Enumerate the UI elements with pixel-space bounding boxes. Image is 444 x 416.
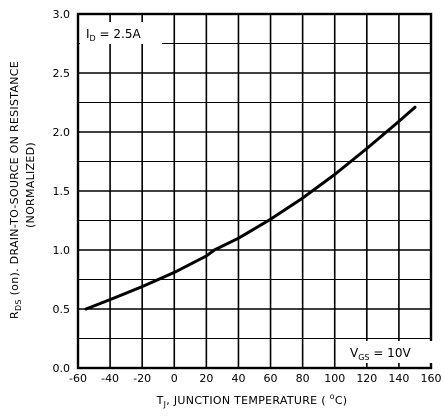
x-tick-label: -40 bbox=[101, 372, 119, 385]
vgs-annotation-box bbox=[342, 341, 434, 363]
y-tick-label: 1.0 bbox=[53, 244, 71, 257]
y-tick-label: 0.5 bbox=[53, 303, 71, 316]
x-tick-label: 60 bbox=[264, 372, 278, 385]
id-annotation: ID = 2.5A bbox=[86, 27, 141, 43]
y-axis-title-line1: RDS (on). DRAIN-TO-SOURCE ON RESISTANCE bbox=[8, 61, 23, 319]
x-tick-labels: -60 -40 -20 0 20 40 60 80 100 120 140 160 bbox=[69, 372, 441, 385]
plot-border bbox=[76, 12, 433, 370]
x-tick-label: 140 bbox=[388, 372, 409, 385]
x-axis-title: TJ, JUNCTION TEMPERATURE ( oC) bbox=[156, 392, 348, 409]
grid bbox=[77, 13, 432, 369]
x-tick-label: -60 bbox=[69, 372, 87, 385]
x-tick-label: 160 bbox=[421, 372, 442, 385]
series-curve bbox=[84, 105, 417, 311]
y-tick-label: 3.0 bbox=[53, 8, 71, 21]
y-axis-title-line2: (NORMALIZED) bbox=[24, 142, 37, 228]
vgs-annotation: VGS = 10V bbox=[350, 346, 411, 362]
y-tick-labels: 0.0 0.5 1.0 1.5 2.0 2.5 3.0 bbox=[53, 8, 71, 375]
x-tick-label: 20 bbox=[199, 372, 213, 385]
y-tick-label: 2.5 bbox=[53, 67, 71, 80]
x-tick-label: 100 bbox=[324, 372, 345, 385]
x-tick-label: 40 bbox=[231, 372, 245, 385]
y-tick-label: 1.5 bbox=[53, 185, 71, 198]
id-annotation-box bbox=[80, 22, 162, 44]
x-tick-label: -20 bbox=[133, 372, 151, 385]
y-tick-label: 0.0 bbox=[53, 362, 71, 375]
y-tick-label: 2.0 bbox=[53, 126, 71, 139]
x-tick-label: 120 bbox=[356, 372, 377, 385]
x-tick-label: 80 bbox=[296, 372, 310, 385]
plot-frame bbox=[76, 12, 433, 370]
rds-curve bbox=[84, 105, 417, 311]
x-tick-label: 0 bbox=[171, 372, 178, 385]
